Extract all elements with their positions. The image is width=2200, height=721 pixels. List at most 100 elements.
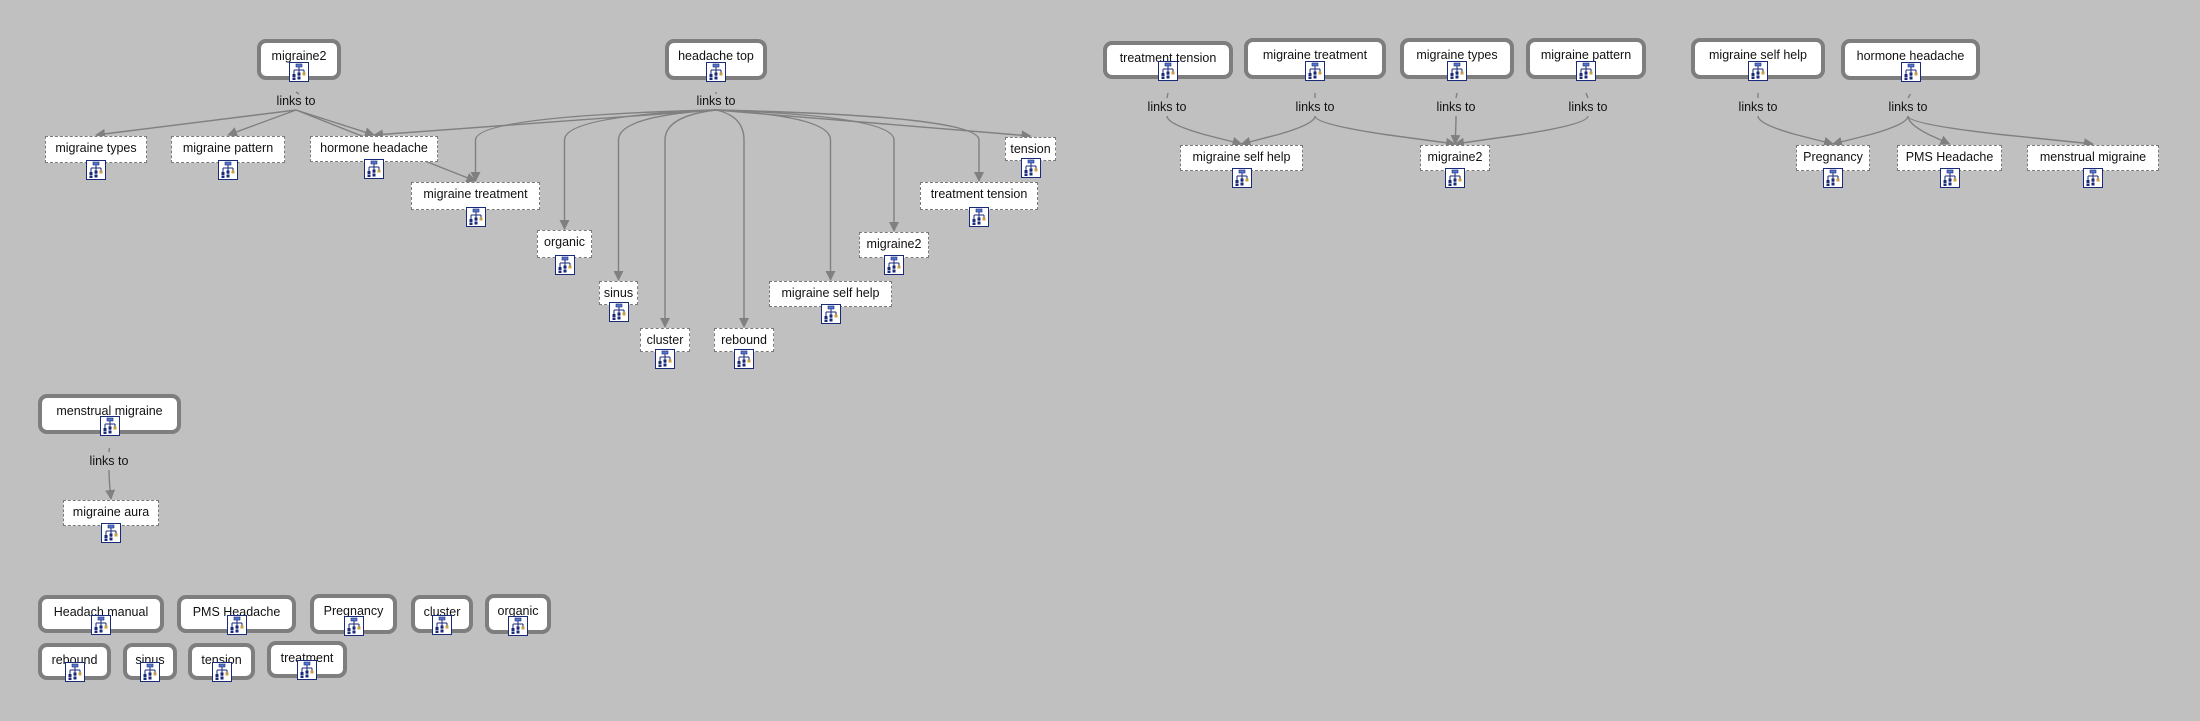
- hierarchy-tree-icon[interactable]: [101, 523, 121, 543]
- node-label: migraine treatment: [1262, 48, 1368, 62]
- child-node-migraine-types[interactable]: migraine types: [45, 136, 147, 180]
- edge-label-links-to: links to: [1436, 100, 1476, 114]
- edge-label-links-to: links to: [1147, 100, 1187, 114]
- hierarchy-tree-icon[interactable]: [655, 349, 675, 369]
- node-label: hormone headache: [1856, 49, 1965, 63]
- child-node-migraine-treatment[interactable]: migraine treatment: [411, 182, 540, 227]
- edge-headache-top-to-migraine-self-help: [715, 109, 836, 281]
- hierarchy-tree-icon[interactable]: [1445, 168, 1465, 188]
- child-node-rebound[interactable]: rebound: [714, 328, 774, 369]
- hierarchy-tree-icon[interactable]: [734, 349, 754, 369]
- edge-label-links-to: links to: [276, 94, 316, 108]
- node-label: hormone headache: [320, 141, 428, 155]
- child-node-migraine-self-help[interactable]: migraine self help: [769, 281, 892, 324]
- hierarchy-tree-icon[interactable]: [465, 207, 486, 227]
- hierarchy-tree-icon[interactable]: [1020, 158, 1041, 178]
- child-node-treatment-tension[interactable]: treatment tension: [920, 182, 1038, 227]
- standalone-node-pregnancy[interactable]: Pregnancy: [310, 594, 397, 636]
- hierarchy-tree-icon[interactable]: [554, 255, 575, 275]
- hierarchy-tree-icon[interactable]: [608, 302, 629, 322]
- hierarchy-tree-icon[interactable]: [218, 160, 238, 180]
- hierarchy-tree-icon[interactable]: [508, 616, 528, 636]
- edge-migraine2-to-hormone-headache: [295, 109, 375, 138]
- hierarchy-tree-icon[interactable]: [364, 159, 384, 179]
- child-node-sinus[interactable]: sinus: [599, 281, 638, 322]
- hierarchy-tree-icon[interactable]: [1447, 61, 1467, 81]
- root-node-migraine2[interactable]: migraine2: [257, 39, 341, 82]
- edge-label-links-to: links to: [1888, 100, 1928, 114]
- hierarchy-tree-icon[interactable]: [99, 416, 120, 436]
- hierarchy-tree-icon[interactable]: [820, 304, 841, 324]
- hierarchy-tree-icon[interactable]: [343, 616, 364, 636]
- child-node-cluster[interactable]: cluster: [640, 328, 690, 369]
- hierarchy-tree-icon[interactable]: [140, 662, 160, 682]
- node-label: rebound: [721, 333, 767, 347]
- standalone-node-cluster[interactable]: cluster: [411, 595, 473, 635]
- child-node-organic[interactable]: organic: [537, 230, 592, 275]
- child-node-migraine-aura[interactable]: migraine aura: [63, 500, 159, 543]
- hierarchy-tree-icon[interactable]: [1900, 62, 1921, 82]
- root-node-migraine-self-help[interactable]: migraine self help: [1691, 38, 1825, 81]
- root-node-migraine-pattern[interactable]: migraine pattern: [1526, 38, 1646, 81]
- root-node-hormone-headache[interactable]: hormone headache: [1841, 39, 1980, 82]
- edge-label-links-to: links to: [1295, 100, 1335, 114]
- child-node-migraine2[interactable]: migraine2: [1420, 145, 1490, 188]
- node-label: migraine self help: [1192, 150, 1291, 164]
- child-node-migraine-pattern[interactable]: migraine pattern: [171, 136, 285, 180]
- root-node-migraine-types[interactable]: migraine types: [1400, 38, 1514, 81]
- standalone-node-sinus[interactable]: sinus: [123, 643, 177, 682]
- hierarchy-tree-icon[interactable]: [432, 615, 452, 635]
- hierarchy-tree-icon[interactable]: [2083, 168, 2103, 188]
- root-node-migraine-treatment[interactable]: migraine treatment: [1244, 38, 1386, 81]
- hierarchy-tree-icon[interactable]: [297, 660, 317, 680]
- standalone-node-headach-manual[interactable]: Headach manual: [38, 595, 164, 635]
- edge-headache-top-to-sinus: [613, 109, 717, 281]
- hierarchy-tree-icon[interactable]: [1576, 61, 1596, 81]
- standalone-node-tension[interactable]: tension: [188, 643, 255, 682]
- hierarchy-tree-icon[interactable]: [706, 62, 726, 82]
- node-label: rebound: [51, 653, 98, 667]
- root-node-treatment-tension[interactable]: treatment tension: [1103, 41, 1233, 81]
- hierarchy-tree-icon[interactable]: [1231, 168, 1252, 188]
- hierarchy-tree-icon[interactable]: [211, 662, 232, 682]
- hierarchy-tree-icon[interactable]: [1305, 61, 1325, 81]
- edge-headache-top-to-migraine2: [715, 109, 899, 232]
- child-node-pregnancy[interactable]: Pregnancy: [1796, 145, 1870, 188]
- child-node-hormone-headache[interactable]: hormone headache: [310, 136, 438, 179]
- hierarchy-tree-icon[interactable]: [1939, 168, 1960, 188]
- node-label: migraine2: [866, 237, 922, 251]
- node-label: PMS Headache: [1905, 150, 1994, 164]
- edge-label-links-to: links to: [1738, 100, 1778, 114]
- hierarchy-tree-icon[interactable]: [884, 255, 904, 275]
- hierarchy-tree-icon[interactable]: [1748, 61, 1768, 81]
- edge-migraine-self-help-to-pregnancy: [1757, 115, 1834, 147]
- root-node-headache-top[interactable]: headache top: [665, 39, 767, 82]
- node-label: migraine pattern: [182, 141, 274, 155]
- hierarchy-tree-icon[interactable]: [91, 615, 111, 635]
- node-label: headache top: [678, 49, 754, 63]
- hierarchy-tree-icon[interactable]: [86, 160, 106, 180]
- standalone-node-organic[interactable]: organic: [485, 594, 551, 636]
- child-node-pms-headache[interactable]: PMS Headache: [1897, 145, 2002, 188]
- child-node-migraine2[interactable]: migraine2: [859, 232, 929, 275]
- hierarchy-tree-icon[interactable]: [64, 662, 85, 682]
- standalone-node-treatment[interactable]: treatment: [267, 641, 347, 680]
- hierarchy-tree-icon[interactable]: [226, 615, 247, 635]
- hierarchy-tree-icon[interactable]: [1158, 61, 1178, 81]
- edge-label-links-to: links to: [89, 454, 129, 468]
- child-node-tension[interactable]: tension: [1005, 137, 1056, 178]
- standalone-node-pms-headache[interactable]: PMS Headache: [177, 595, 296, 635]
- node-label: menstrual migraine: [2039, 150, 2147, 164]
- hierarchy-tree-icon[interactable]: [289, 62, 309, 82]
- hierarchy-tree-icon[interactable]: [969, 207, 989, 227]
- standalone-node-rebound[interactable]: rebound: [38, 643, 111, 682]
- node-label: migraine types: [55, 141, 137, 155]
- child-node-migraine-self-help[interactable]: migraine self help: [1180, 145, 1303, 188]
- edge-label-links-to: links to: [696, 94, 736, 108]
- node-label: treatment: [280, 651, 334, 665]
- node-label: tension: [1010, 142, 1051, 156]
- hierarchy-tree-icon[interactable]: [1823, 168, 1843, 188]
- root-node-menstrual-migraine[interactable]: menstrual migraine: [38, 394, 181, 436]
- node-label: migraine2: [1427, 150, 1483, 164]
- child-node-menstrual-migraine[interactable]: menstrual migraine: [2027, 145, 2159, 188]
